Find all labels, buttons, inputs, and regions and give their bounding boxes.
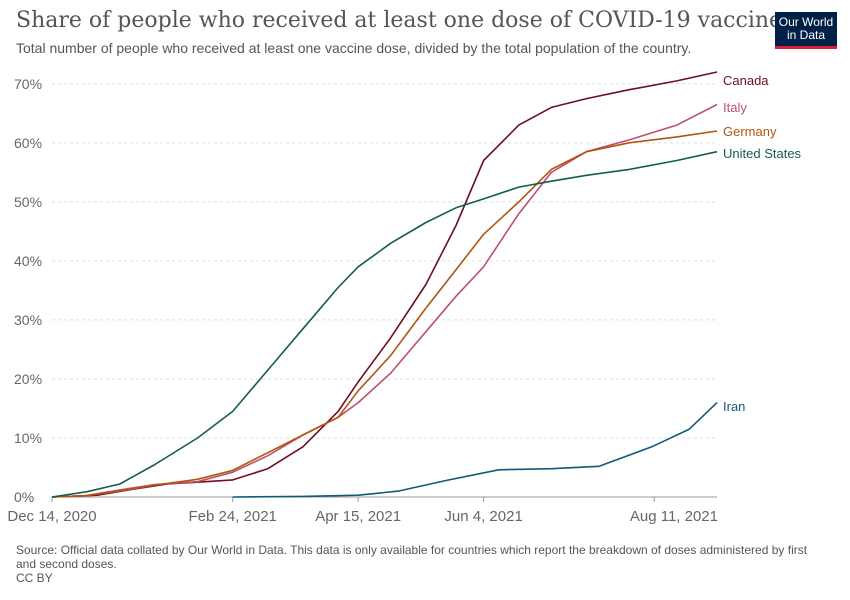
chart-title: Share of people who received at least on… bbox=[16, 8, 783, 33]
logo-line-2: in Data bbox=[786, 28, 826, 42]
x-tick-label: Dec 14, 2020 bbox=[7, 508, 96, 525]
series-line-canada bbox=[51, 71, 718, 498]
series-line-united-states bbox=[51, 150, 718, 498]
x-tick-label: Feb 24, 2021 bbox=[188, 508, 276, 525]
series-labels: Canada Italy Germany United States Iran bbox=[723, 73, 802, 414]
series-label-germany: Germany bbox=[723, 124, 777, 139]
series-label-united-states: United States bbox=[723, 146, 802, 161]
y-tick-label: 60% bbox=[14, 135, 42, 151]
series-label-iran: Iran bbox=[723, 399, 745, 414]
gridlines bbox=[52, 83, 717, 439]
y-tick-label: 70% bbox=[14, 76, 42, 92]
x-tick-label: Jun 4, 2021 bbox=[444, 508, 522, 525]
y-tick-label: 30% bbox=[14, 312, 42, 328]
series-label-italy: Italy bbox=[723, 100, 747, 115]
logo-line-1: Our World bbox=[778, 15, 834, 29]
x-tick-label: Apr 15, 2021 bbox=[315, 508, 401, 525]
series-line-iran bbox=[232, 402, 718, 498]
source-note: Source: Official data collated by Our Wo… bbox=[16, 543, 808, 571]
series-label-canada: Canada bbox=[723, 73, 769, 88]
series-lines bbox=[51, 71, 718, 498]
y-tick-label: 10% bbox=[14, 430, 42, 446]
chart-subtitle: Total number of people who received at l… bbox=[16, 40, 692, 56]
series-line-germany bbox=[51, 130, 718, 498]
owid-logo[interactable]: Our World in Data bbox=[775, 12, 837, 49]
chart-footer: Source: Official data collated by Our Wo… bbox=[16, 543, 816, 585]
y-tick-label: 20% bbox=[14, 371, 42, 387]
license-note: CC BY bbox=[16, 571, 53, 585]
y-tick-label: 50% bbox=[14, 194, 42, 210]
y-tick-label: 40% bbox=[14, 253, 42, 269]
axes: 0% 10% 20% 30% 40% 50% 60% 70% Dec 14, 2020 Feb 2… bbox=[7, 76, 718, 525]
x-tick-label: Aug 11, 2021 bbox=[630, 508, 718, 525]
y-tick-label: 0% bbox=[14, 489, 34, 505]
